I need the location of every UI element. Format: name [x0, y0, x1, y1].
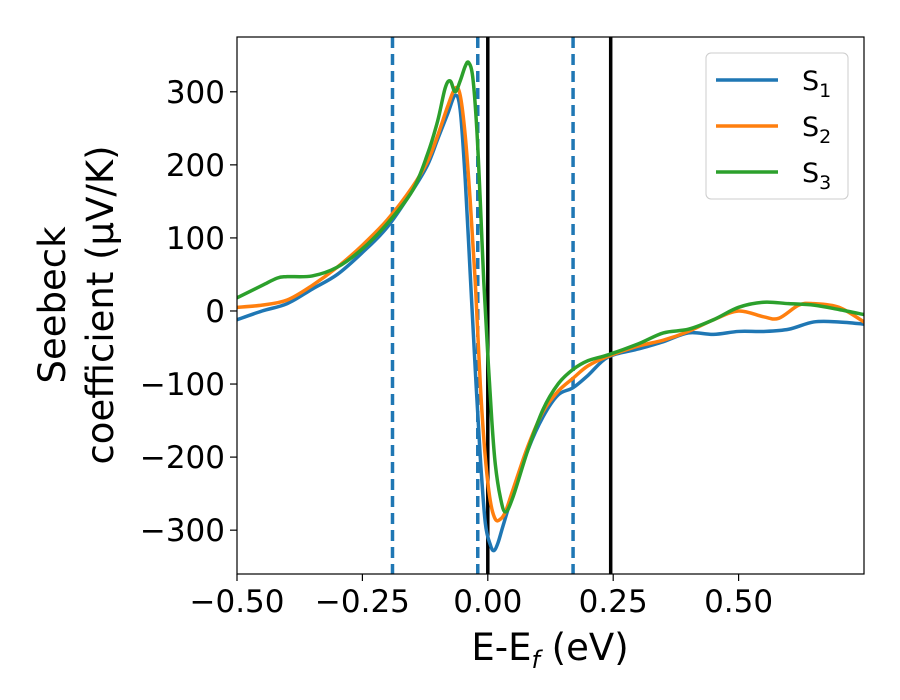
y-tick-label: 100	[166, 221, 225, 257]
legend-label-s3: S3	[802, 158, 831, 194]
legend: S1 S2 S3	[705, 52, 849, 200]
y-axis-label-line1: Seebeck	[31, 226, 74, 384]
legend-label-s2: S2	[802, 112, 831, 148]
x-tick-label: 0.00	[453, 584, 522, 620]
x-axis-label: E-Ef (eV)	[471, 626, 628, 674]
plot-frame	[236, 36, 865, 575]
y-tick-label: 300	[166, 75, 225, 111]
x-tick-label: 0.50	[704, 584, 773, 620]
x-tick-label: −0.25	[315, 584, 410, 620]
y-tick-label: −200	[140, 440, 225, 476]
x-tick-label: −0.50	[190, 584, 285, 620]
legend-label-s1: S1	[802, 66, 831, 102]
y-tick-label: 200	[166, 148, 225, 184]
y-axis-label-line2: coefficient (μV/K)	[79, 145, 122, 464]
y-tick-label: 0	[205, 294, 225, 330]
series-line-s3	[237, 60, 864, 514]
x-tick-label: 0.25	[579, 584, 648, 620]
y-tick-label: −100	[140, 367, 225, 403]
y-tick-label: −300	[140, 513, 225, 549]
